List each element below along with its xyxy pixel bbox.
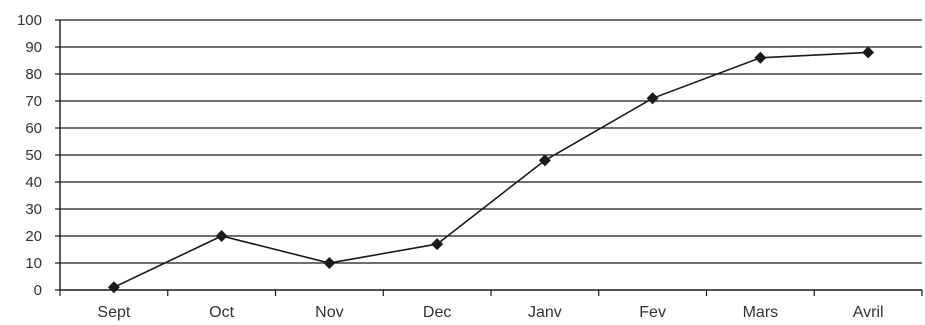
data-point-marker [538,154,551,167]
data-point-marker [107,281,120,294]
y-tick-label: 80 [25,66,42,83]
y-tick-label: 30 [25,201,42,218]
gridlines [55,19,922,291]
data-point-marker [862,46,875,59]
x-tick-label: Sept [97,304,130,321]
y-tick-label: 50 [25,147,42,164]
data-point-marker [323,257,336,269]
y-tick-label: 0 [34,282,42,299]
x-tick-label: Oct [209,304,234,321]
y-tick-label: 100 [17,12,42,29]
y-tick-label: 90 [25,39,42,56]
x-tick-label: Janv [528,304,562,321]
x-tick-labels: Sept Oct Nov Dec Janv Fev Mars Avril [59,290,923,321]
y-tick-label: 10 [25,255,42,272]
y-tick-label: 70 [25,93,42,110]
x-tick-label: Mars [743,304,779,321]
y-tick-label: 60 [25,120,42,137]
series-layer [107,46,875,294]
x-tick-label: Fev [639,304,666,321]
data-point-marker [431,238,444,251]
y-tick-labels: 0 10 20 30 40 50 60 70 80 90 100 [17,12,42,299]
y-tick-label: 40 [25,174,42,191]
x-tick-label: Dec [423,304,451,321]
data-point-marker [215,230,228,242]
series-line [113,51,869,289]
x-tick-label: Avril [853,304,884,321]
x-tick-label: Nov [315,304,343,321]
data-point-marker [754,51,767,64]
data-point-marker [646,92,659,105]
y-tick-label: 20 [25,228,42,245]
